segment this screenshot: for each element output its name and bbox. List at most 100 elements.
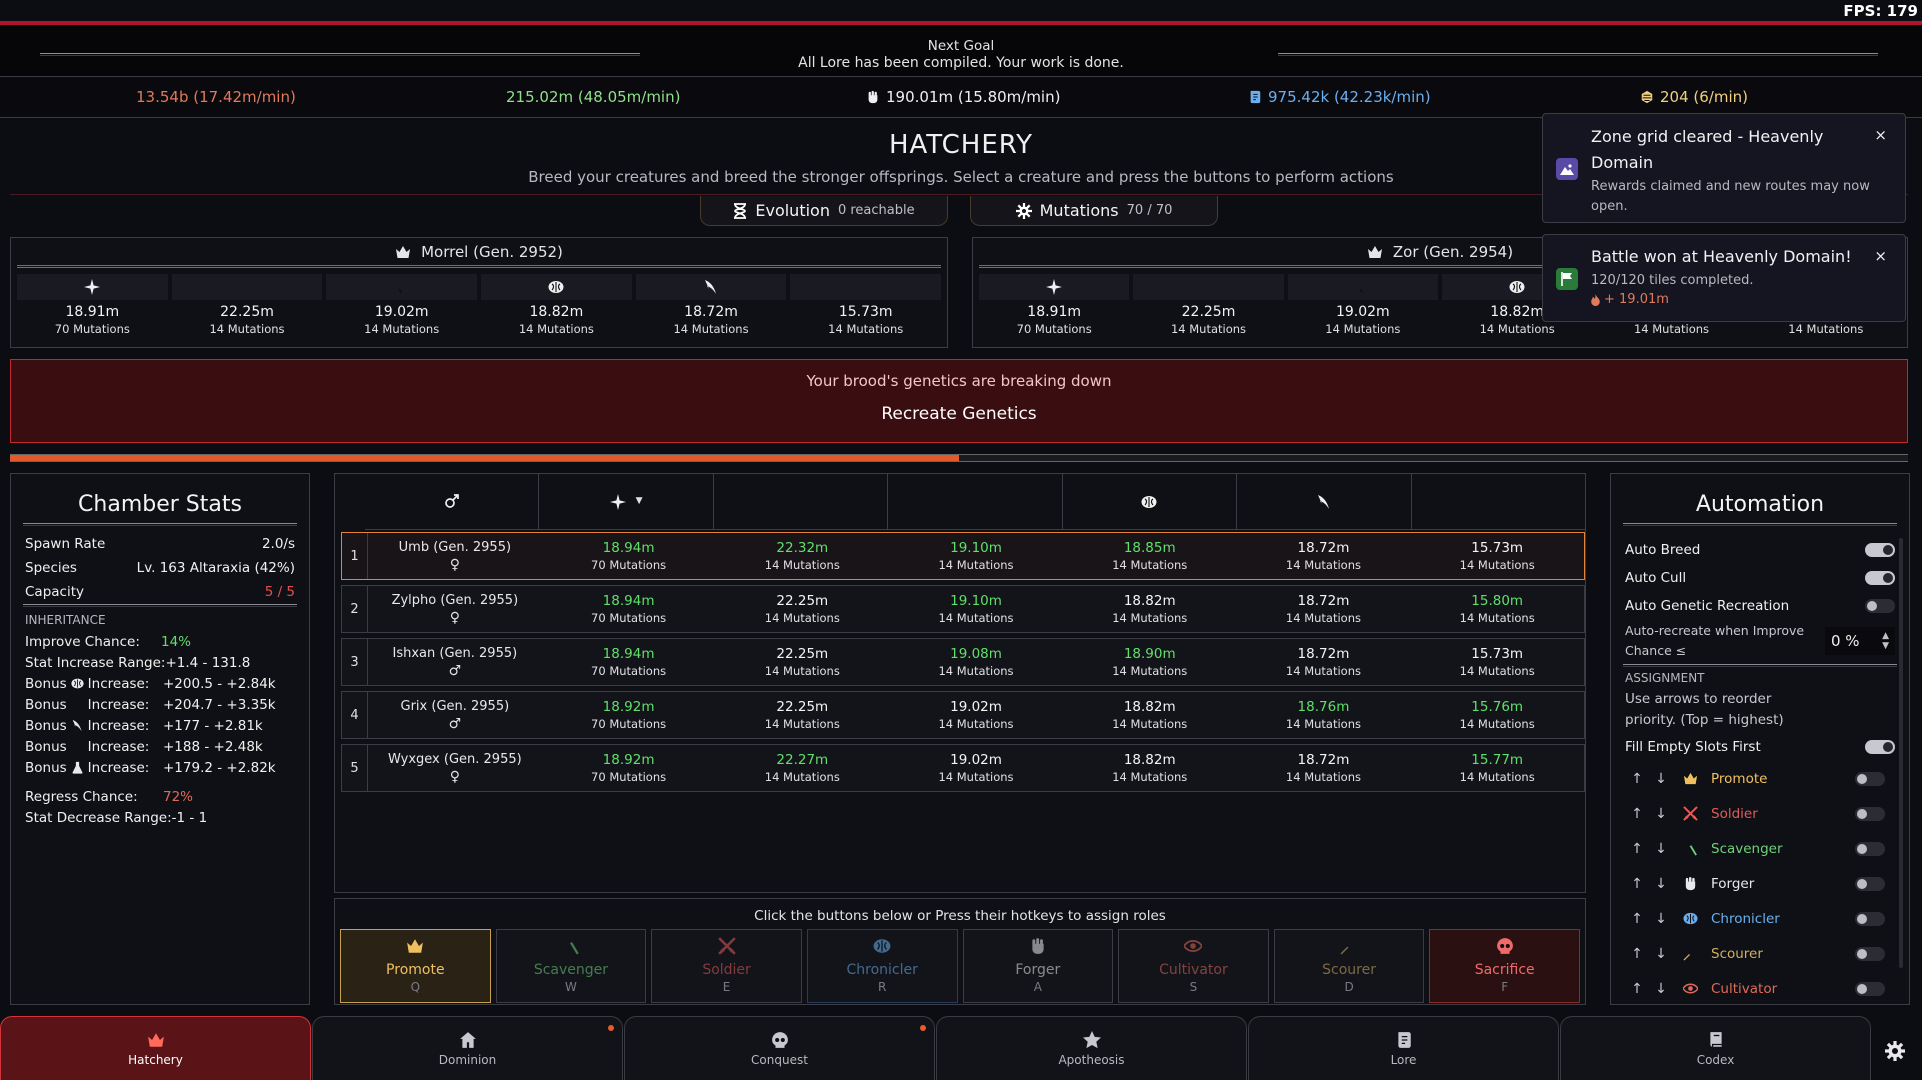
stat-value: 18.82m <box>1490 304 1544 320</box>
stat-cell: 18.94m 70 Mutations <box>542 646 716 678</box>
arrow-up-icon[interactable]: ↑ <box>1631 980 1643 997</box>
auto-cull-toggle[interactable] <box>1865 571 1895 585</box>
mutations-button[interactable]: Mutations 70 / 70 <box>970 196 1218 226</box>
stat-mutations: 14 Mutations <box>764 664 840 678</box>
species-row: Species Lv. 163 Altaraxia (42%) <box>11 556 309 580</box>
column-header[interactable] <box>1412 474 1585 529</box>
stat-value: 19.02m <box>374 304 429 320</box>
nav-tab-hatchery[interactable]: Hatchery <box>0 1016 311 1080</box>
stat-value: 5 / 5 <box>264 584 295 600</box>
stat-cell: 18.82m 14 Mutations <box>1063 593 1237 625</box>
column-header[interactable] <box>1237 474 1412 529</box>
stat-value: +1.4 - 131.8 <box>165 654 251 671</box>
evolution-button[interactable]: Evolution 0 reachable <box>700 196 948 226</box>
stat-value: 18.76m <box>1297 699 1350 715</box>
stat-value: Lv. 163 Altaraxia (42%) <box>136 560 295 576</box>
role-scavenger-button[interactable]: Scavenger W <box>495 929 647 1003</box>
arrow-down-icon[interactable]: ↓ <box>1655 980 1667 997</box>
column-header[interactable] <box>888 474 1063 529</box>
priority-toggle[interactable] <box>1855 841 1885 856</box>
recreate-genetics-button[interactable]: Recreate Genetics <box>881 404 1037 424</box>
stat-value: 15.73m <box>838 304 893 320</box>
table-row[interactable]: 2 Zylpho (Gen. 2955) ♀ 18.94m 70 Mutations 22… <box>341 585 1585 633</box>
stat-icon-box <box>635 274 787 300</box>
arrow-down-icon[interactable]: ↓ <box>1655 910 1667 927</box>
gender-icon: ♀ <box>449 556 460 573</box>
stat-value: 18.72m <box>1297 593 1350 609</box>
stat-mutations: 70 Mutations <box>1016 322 1092 336</box>
stat-value: 19.02m <box>950 699 1002 715</box>
priority-toggle[interactable] <box>1855 771 1885 786</box>
goal-divider-left <box>40 53 640 56</box>
auto-breed-toggle[interactable] <box>1865 543 1895 557</box>
table-row[interactable]: 4 Grix (Gen. 2955) ♂ 18.92m 70 Mutations 22.2… <box>341 691 1585 739</box>
role-scourer-button[interactable]: Scourer D <box>1273 929 1425 1003</box>
bonus-pre: Bonus <box>25 696 67 713</box>
stat-mutations: 14 Mutations <box>1325 322 1401 336</box>
stepper-arrows-icon[interactable]: ▲ ▼ <box>1882 631 1889 651</box>
priority-toggle[interactable] <box>1855 876 1885 891</box>
threshold-input[interactable]: 0 % ▲ ▼ <box>1825 627 1895 655</box>
role-sacrifice-button[interactable]: Sacrifice F <box>1429 929 1580 1003</box>
auto-recreate-toggle[interactable] <box>1865 599 1895 613</box>
arrow-down-icon[interactable]: ↓ <box>1655 770 1667 787</box>
column-header[interactable] <box>1063 474 1238 529</box>
column-header[interactable] <box>714 474 889 529</box>
nav-tab-conquest[interactable]: Conquest <box>624 1016 935 1080</box>
parent-card-0[interactable]: Morrel (Gen. 2952) 18.91m 70 Mutations 22.… <box>10 237 948 348</box>
role-name: Scourer <box>1322 962 1376 978</box>
goal-divider-right <box>1278 53 1878 56</box>
table-row[interactable]: 3 Ishxan (Gen. 2955) ♂ 18.94m 70 Mutations 22… <box>341 638 1585 686</box>
stat-value: 18.82m <box>1123 752 1176 768</box>
arrow-down-icon[interactable]: ↓ <box>1655 875 1667 892</box>
stat-value: 22.25m <box>776 646 829 662</box>
role-cultivator-button[interactable]: Cultivator S <box>1118 929 1269 1003</box>
parent-stat: 18.72m 14 Mutations <box>635 274 787 336</box>
arrow-up-icon[interactable]: ↑ <box>1631 875 1643 892</box>
priority-toggle[interactable] <box>1855 806 1885 821</box>
role-hotkey: F <box>1501 980 1509 994</box>
nav-tab-codex[interactable]: Codex <box>1560 1016 1871 1080</box>
column-header[interactable] <box>365 474 540 529</box>
arrow-up-icon[interactable]: ↑ <box>1631 945 1643 962</box>
swords-icon <box>1682 806 1698 821</box>
priority-toggle[interactable] <box>1855 911 1885 926</box>
priority-toggle[interactable] <box>1855 946 1885 961</box>
role-hotkey: E <box>722 980 731 994</box>
priority-row: ↑ ↓ Soldier <box>1611 796 1909 831</box>
table-row[interactable]: 5 Wyxgex (Gen. 2955) ♀ 18.92m 70 Mutations 22… <box>341 744 1585 792</box>
priority-toggle[interactable] <box>1855 981 1885 996</box>
automation-scrollbar[interactable] <box>1899 538 1903 968</box>
arrow-down-icon[interactable]: ↓ <box>1655 840 1667 857</box>
parent-name: Morrel (Gen. 2952) <box>421 242 563 261</box>
nav-tab-lore[interactable]: Lore <box>1248 1016 1559 1080</box>
nav-tab-apotheosis[interactable]: Apotheosis <box>936 1016 1247 1080</box>
arrow-up-icon[interactable]: ↑ <box>1631 840 1643 857</box>
claw-icon <box>71 719 84 732</box>
close-icon[interactable]: × <box>1874 126 1887 144</box>
stat-label: Stat Decrease Range: <box>25 809 172 826</box>
arrow-up-icon[interactable]: ↑ <box>1631 770 1643 787</box>
column-header[interactable]: ▼ <box>539 474 714 529</box>
role-promote-button[interactable]: Promote Q <box>340 929 491 1003</box>
role-name: Chronicler <box>846 962 918 978</box>
fill-empty-toggle[interactable] <box>1865 740 1895 754</box>
role-soldier-button[interactable]: Soldier E <box>651 929 802 1003</box>
row-index: 4 <box>342 692 368 738</box>
brain-icon <box>1682 911 1698 926</box>
table-row[interactable]: 1 Umb (Gen. 2955) ♀ 18.94m 70 Mutations 22.32… <box>341 532 1585 580</box>
wings-icon <box>239 279 255 295</box>
sort-down-icon[interactable]: ▼ <box>635 496 643 506</box>
flask-icon <box>71 761 84 774</box>
nav-tab-dominion[interactable]: Dominion <box>312 1016 623 1080</box>
arrow-up-icon[interactable]: ↑ <box>1631 805 1643 822</box>
arrow-down-icon[interactable]: ↓ <box>1655 805 1667 822</box>
settings-gear-icon[interactable] <box>1880 1036 1910 1066</box>
arrow-down-icon[interactable]: ↓ <box>1655 945 1667 962</box>
role-chronicler-button[interactable]: Chronicler R <box>806 929 958 1003</box>
role-forger-button[interactable]: Forger A <box>962 929 1114 1003</box>
parent-name: Zor (Gen. 2954) <box>1392 242 1514 261</box>
stat-value: 18.91m <box>65 304 120 320</box>
close-icon[interactable]: × <box>1874 247 1887 265</box>
arrow-up-icon[interactable]: ↑ <box>1631 910 1643 927</box>
